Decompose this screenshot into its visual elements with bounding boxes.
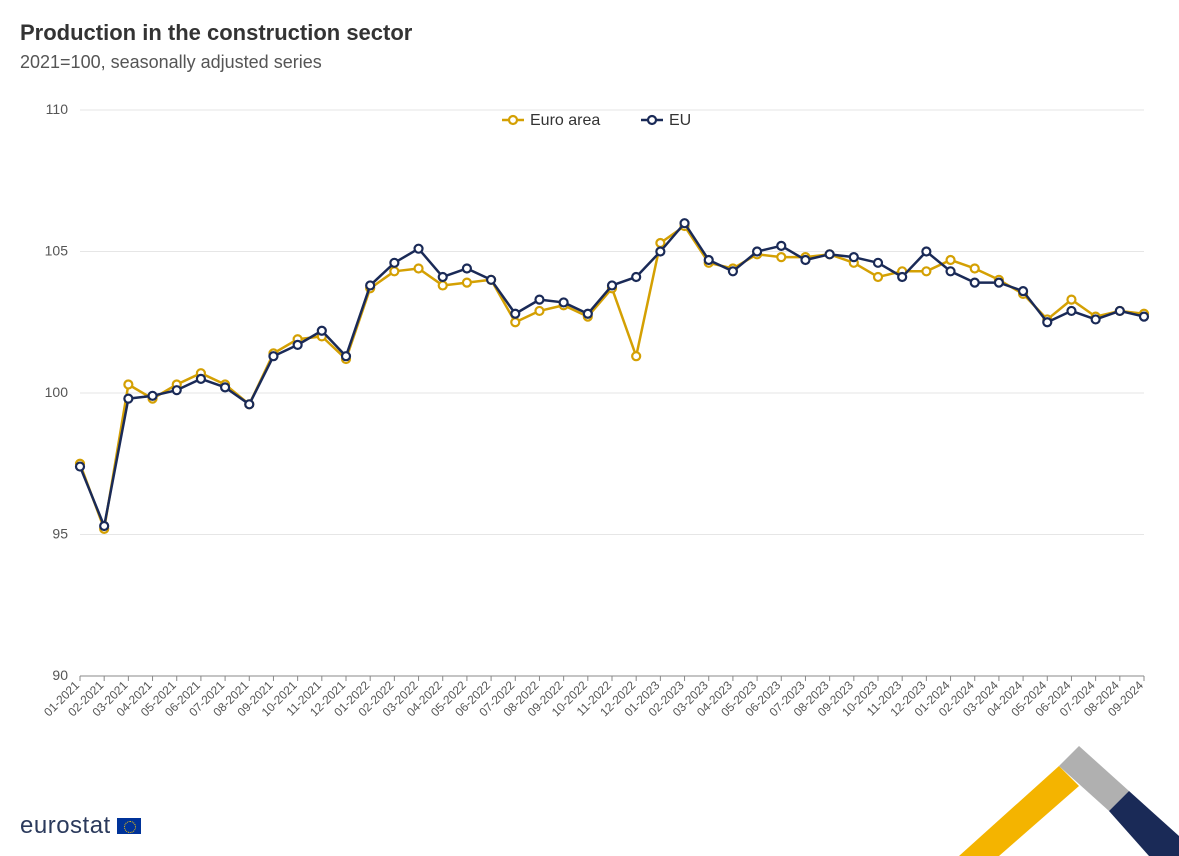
svg-text:105: 105 (45, 243, 69, 259)
series-marker-eu (874, 259, 882, 267)
page-root: Production in the construction sector 20… (0, 0, 1179, 856)
series-marker-eu (850, 253, 858, 261)
series-marker-eu (1043, 318, 1051, 326)
series-marker-euro_area (922, 267, 930, 275)
series-marker-eu (584, 310, 592, 318)
series-marker-euro_area (874, 273, 882, 281)
chart-legend: Euro area EU (502, 112, 691, 129)
series-marker-eu (1067, 307, 1075, 315)
series-marker-eu (535, 296, 543, 304)
series-marker-euro_area (777, 253, 785, 261)
eu-flag-icon (117, 818, 141, 834)
series-marker-euro_area (124, 381, 132, 389)
series-marker-eu (245, 400, 253, 408)
series-marker-eu (705, 256, 713, 264)
series-marker-eu (342, 352, 350, 360)
line-chart: 909510010511001-202102-202103-202104-202… (20, 100, 1159, 796)
svg-text:EU: EU (669, 112, 691, 129)
svg-text:90: 90 (52, 667, 68, 683)
series-marker-eu (560, 298, 568, 306)
series-marker-eu (197, 375, 205, 383)
series-marker-eu (1116, 307, 1124, 315)
svg-text:95: 95 (52, 526, 68, 542)
series-marker-eu (922, 248, 930, 256)
series-marker-euro_area (511, 318, 519, 326)
series-marker-eu (1092, 315, 1100, 323)
series-marker-eu (415, 245, 423, 253)
series-marker-eu (100, 522, 108, 530)
series-marker-eu (366, 281, 374, 289)
series-marker-eu (124, 395, 132, 403)
series-marker-eu (76, 463, 84, 471)
series-marker-eu (294, 341, 302, 349)
series-marker-eu (173, 386, 181, 394)
series-marker-euro_area (463, 279, 471, 287)
eurostat-logo: eurostat (20, 812, 141, 840)
series-marker-eu (318, 327, 326, 335)
svg-text:100: 100 (45, 384, 69, 400)
svg-text:110: 110 (46, 101, 69, 117)
series-marker-eu (269, 352, 277, 360)
series-marker-euro_area (439, 281, 447, 289)
series-marker-euro_area (632, 352, 640, 360)
series-marker-eu (947, 267, 955, 275)
series-marker-eu (511, 310, 519, 318)
series-marker-eu (1140, 313, 1148, 321)
series-marker-eu (681, 219, 689, 227)
series-marker-eu (390, 259, 398, 267)
chart-title: Production in the construction sector (20, 20, 1159, 46)
series-marker-eu (995, 279, 1003, 287)
series-marker-eu (729, 267, 737, 275)
chart-subtitle: 2021=100, seasonally adjusted series (20, 52, 1159, 73)
series-marker-eu (632, 273, 640, 281)
series-marker-eu (608, 281, 616, 289)
series-marker-eu (487, 276, 495, 284)
series-marker-eu (777, 242, 785, 250)
series-marker-euro_area (656, 239, 664, 247)
series-marker-euro_area (390, 267, 398, 275)
series-marker-euro_area (971, 264, 979, 272)
series-marker-eu (753, 248, 761, 256)
series-marker-euro_area (947, 256, 955, 264)
svg-text:Euro area: Euro area (530, 112, 600, 129)
series-marker-eu (656, 248, 664, 256)
series-marker-eu (439, 273, 447, 281)
chart-container: 909510010511001-202102-202103-202104-202… (20, 100, 1159, 796)
series-marker-eu (898, 273, 906, 281)
eurostat-wordmark: eurostat (20, 812, 111, 840)
series-line-eu (80, 223, 1144, 526)
series-marker-eu (149, 392, 157, 400)
series-marker-euro_area (415, 264, 423, 272)
series-marker-eu (221, 383, 229, 391)
series-marker-eu (826, 250, 834, 258)
series-marker-euro_area (1067, 296, 1075, 304)
series-marker-eu (1019, 287, 1027, 295)
series-marker-eu (463, 264, 471, 272)
series-marker-euro_area (535, 307, 543, 315)
corner-decoration (939, 736, 1179, 856)
series-line-euro_area (80, 226, 1144, 529)
series-marker-eu (801, 256, 809, 264)
series-marker-eu (971, 279, 979, 287)
